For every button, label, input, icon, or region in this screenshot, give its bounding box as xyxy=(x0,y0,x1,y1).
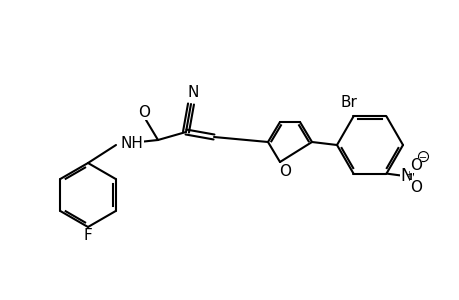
Text: O: O xyxy=(138,104,150,119)
Text: NH: NH xyxy=(121,136,144,151)
Text: F: F xyxy=(84,227,92,242)
Text: O: O xyxy=(409,158,421,173)
Text: O: O xyxy=(279,164,291,179)
Text: N: N xyxy=(399,167,412,184)
Text: −: − xyxy=(419,153,426,163)
Text: N: N xyxy=(187,85,198,100)
Text: O: O xyxy=(409,180,421,195)
Text: Br: Br xyxy=(339,95,356,110)
Text: +: + xyxy=(404,170,411,179)
